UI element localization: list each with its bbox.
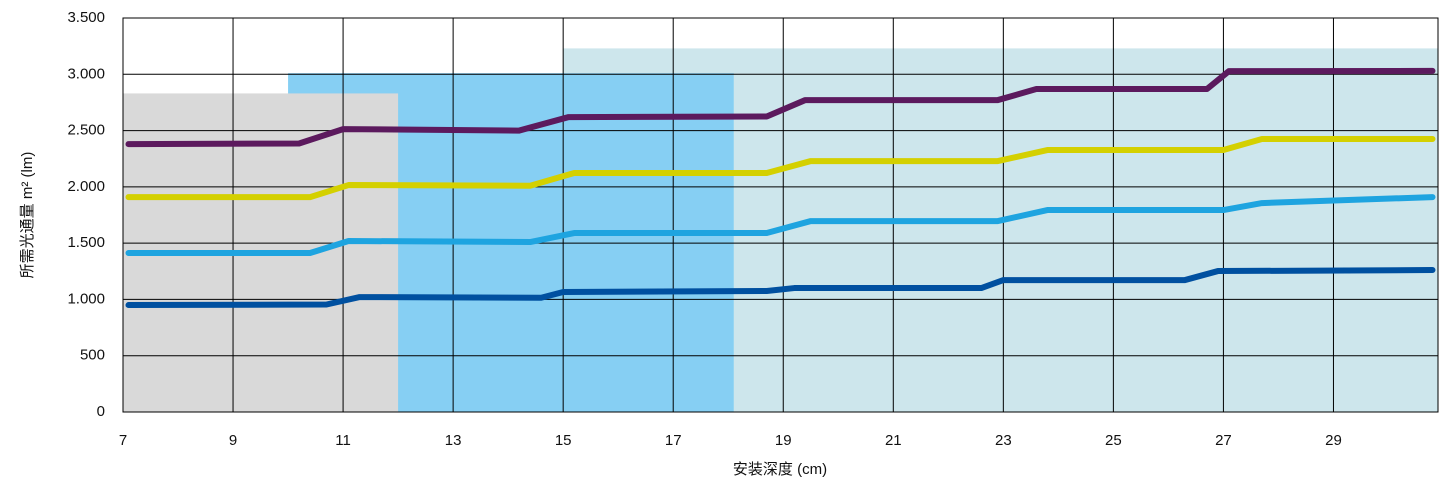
y-tick-label: 1.500 <box>67 234 105 251</box>
series-line <box>125 267 1436 309</box>
y-tick-label: 0 <box>97 403 105 420</box>
y-tick-label: 2.500 <box>67 122 105 139</box>
y-tick-label: 3.000 <box>67 65 105 82</box>
x-tick-label: 15 <box>555 432 572 449</box>
x-axis-label: 安装深度 (cm) <box>733 461 827 478</box>
y-axis-label: 所需光通量 m² (lm) <box>19 152 36 279</box>
x-tick-label: 9 <box>229 432 237 449</box>
x-tick-label: 25 <box>1105 432 1122 449</box>
x-tick-label: 7 <box>119 432 127 449</box>
x-tick-label: 27 <box>1215 432 1232 449</box>
y-tick-label: 1.000 <box>67 290 105 307</box>
x-tick-label: 11 <box>335 432 351 449</box>
series-line <box>125 67 1436 148</box>
x-tick-label: 21 <box>885 432 902 449</box>
x-tick-label: 23 <box>995 432 1012 449</box>
x-tick-label: 17 <box>665 432 682 449</box>
y-tick-label: 2.000 <box>67 178 105 195</box>
x-tick-label: 19 <box>775 432 792 449</box>
series-line <box>125 136 1436 201</box>
x-tick-label: 13 <box>445 432 462 449</box>
y-tick-label: 3.500 <box>67 9 105 26</box>
plot-border <box>122 17 1439 413</box>
series-line <box>125 194 1436 257</box>
x-tick-label: 29 <box>1325 432 1342 449</box>
y-tick-label: 500 <box>80 347 105 364</box>
